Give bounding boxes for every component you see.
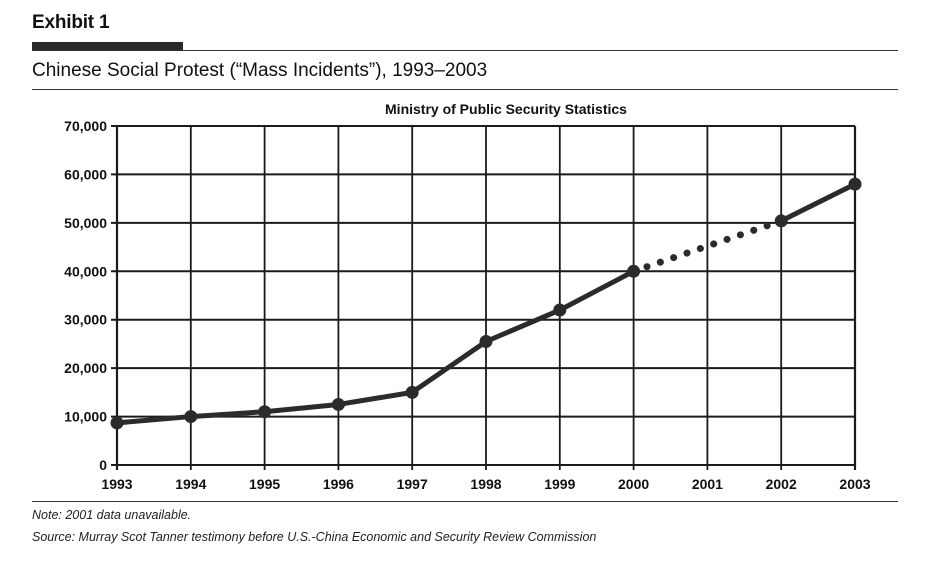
data-point bbox=[258, 405, 272, 419]
y-tick-label: 60,000 bbox=[64, 166, 107, 182]
series-line-segment bbox=[114, 414, 194, 426]
y-tick-label: 50,000 bbox=[64, 215, 107, 231]
subtitle-rule bbox=[32, 89, 898, 90]
x-tick-label: 1998 bbox=[470, 476, 501, 492]
y-tick-label: 30,000 bbox=[64, 312, 107, 328]
x-tick-label: 2002 bbox=[766, 476, 797, 492]
exhibit-label: Exhibit 1 bbox=[32, 12, 110, 33]
y-axis-ticks: 0 10,000 20,000 30,000 40,000 50,000 60,000 70,… bbox=[64, 118, 107, 473]
x-tick-label: 1993 bbox=[101, 476, 132, 492]
footnote: Note: 2001 data unavailable. bbox=[32, 508, 192, 522]
chart-title: Ministry of Public Security Statistics bbox=[385, 101, 627, 117]
y-tick-label: 20,000 bbox=[64, 360, 107, 376]
data-point bbox=[848, 177, 862, 191]
x-tick-label: 1996 bbox=[323, 476, 354, 492]
line-chart: Ministry of Public Security Statistics 0… bbox=[64, 101, 871, 492]
chart-subtitle: Chinese Social Protest (“Mass Incidents”… bbox=[32, 60, 488, 81]
series-line-segment bbox=[335, 389, 415, 407]
series-line-segment bbox=[409, 339, 489, 395]
y-tick-label: 70,000 bbox=[64, 118, 107, 134]
data-point bbox=[184, 410, 198, 424]
grid bbox=[111, 125, 857, 470]
y-tick-label: 10,000 bbox=[64, 409, 107, 425]
data-point bbox=[405, 385, 419, 399]
data-point bbox=[774, 214, 788, 228]
y-tick-label: 40,000 bbox=[64, 263, 107, 279]
x-axis-ticks: 1993 1994 1995 1996 1997 1998 1999 2000 2001 2002… bbox=[101, 476, 870, 492]
y-tick-label: 0 bbox=[99, 457, 107, 473]
x-tick-label: 1997 bbox=[397, 476, 428, 492]
series-line-segment bbox=[483, 307, 563, 345]
bottom-rule bbox=[32, 501, 898, 502]
x-tick-label: 2000 bbox=[618, 476, 649, 492]
data-point bbox=[331, 397, 345, 411]
x-tick-label: 2001 bbox=[692, 476, 723, 492]
x-tick-label: 1999 bbox=[544, 476, 575, 492]
series-line-segment bbox=[557, 268, 637, 313]
series-gap-dotted-line bbox=[630, 217, 785, 275]
source-note: Source: Murray Scot Tanner testimony bef… bbox=[32, 530, 597, 544]
data-point bbox=[479, 335, 493, 349]
x-tick-label: 1994 bbox=[175, 476, 206, 492]
exhibit-accent-bar bbox=[32, 42, 183, 50]
data-point bbox=[553, 303, 567, 317]
top-rule bbox=[32, 50, 898, 51]
series-mass-incidents bbox=[110, 177, 862, 430]
x-tick-label: 2003 bbox=[839, 476, 870, 492]
series-line-segment bbox=[778, 181, 858, 224]
data-point bbox=[627, 264, 641, 278]
series-line-segment bbox=[188, 409, 268, 420]
data-point bbox=[110, 416, 124, 430]
x-tick-label: 1995 bbox=[249, 476, 280, 492]
series-line-segment bbox=[262, 401, 341, 415]
